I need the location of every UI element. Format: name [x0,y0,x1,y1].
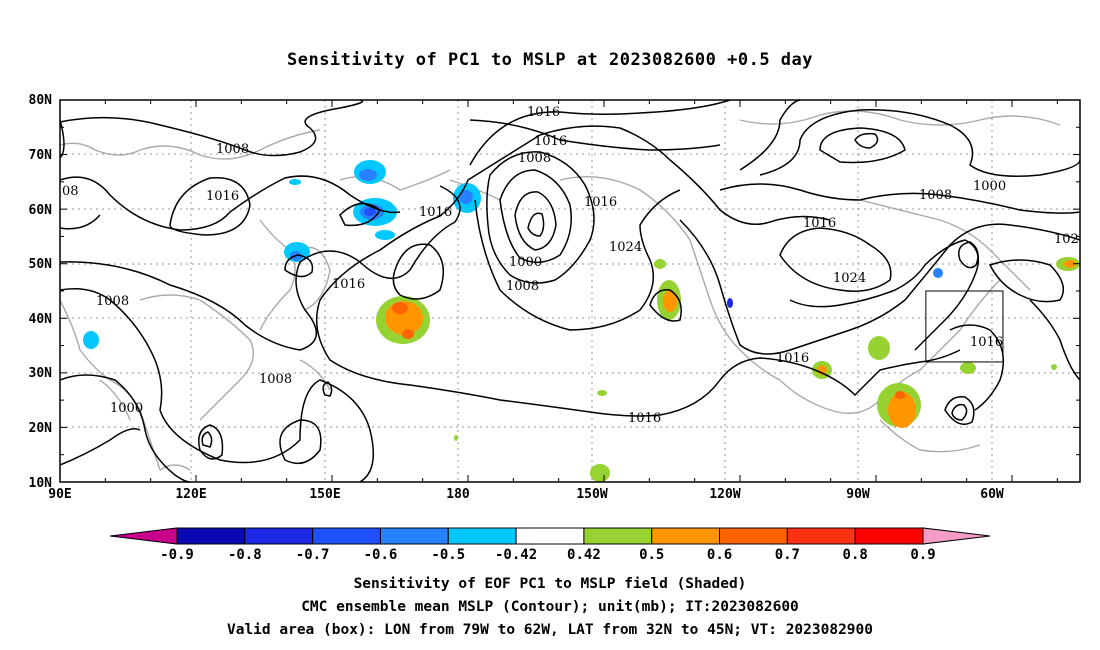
contour-label: 1024 [609,240,642,255]
colorbar-swatch [786,527,856,545]
colorbar-swatch [379,527,449,545]
colorbar-label: -0.8 [228,547,262,563]
colorbar-swatch [244,527,314,545]
colorbar-label: 0.8 [843,547,868,563]
colorbar-swatch [312,527,381,545]
colorbar-label: 0.7 [775,547,800,563]
colorbar-swatch [854,527,924,545]
contour-label: 1000 [509,255,542,270]
contour-label: 1016 [332,277,365,292]
contour-label: 1016 [628,411,661,426]
lon-label: 90W [846,487,870,502]
lon-label: 180 [446,487,470,502]
contour-label: 1016 [803,216,836,231]
lon-label: 90E [48,487,71,502]
gridlines [60,100,1080,482]
colorbar-min-triangle [109,527,178,545]
lon-label: 150W [576,487,607,502]
contour-label: 1008 [96,294,129,309]
lat-label: 70N [29,148,53,163]
contour-label: 1016 [584,195,617,210]
plot-title: Sensitivity of PC1 to MSLP at 2023082600… [286,50,813,70]
contour-label: 1016 [206,189,239,204]
colorbar-label: -0.9 [160,547,194,563]
colorbar-swatch [515,527,585,545]
lat-label: 80N [29,93,53,108]
contour-label: 1008 [259,372,292,387]
colorbar: -0.9 -0.8 -0.7 -0.6 -0.5 -0.42 0.42 0.5 0.6 0.7 0.… [109,527,991,563]
lon-label: 120E [175,487,206,502]
axis-ticks [59,99,1080,483]
colorbar-swatch [719,527,788,545]
contour-label: 1024 [833,271,866,286]
contour-label: 1008 [518,151,551,166]
contour-label: 1008 [216,142,249,157]
lat-label: 50N [29,257,53,272]
contour-label: 1016 [419,205,452,220]
contour-label: 1008 [919,188,952,203]
contour-label: 102 [1054,232,1079,247]
contour-label: 1008 [506,279,539,294]
valid-area-box [925,290,1004,363]
contour-labels: 1016 1016 1008 1008 1016 1016 1016 1000 … [62,105,1079,426]
caption-valid-area: Valid area (box): LON from 79W to 62W, L… [226,622,873,638]
colorbar-swatch [447,527,517,545]
colorbar-label: 0.6 [707,547,732,563]
mslp-contours [59,99,1081,483]
lat-label: 10N [29,476,53,491]
latitude-labels: 80N 70N 60N 50N 40N 30N 20N 10N [29,93,53,491]
contour-label: 08 [62,184,79,199]
contour-label: 1000 [110,401,143,416]
contour-label: 1016 [776,351,809,366]
colorbar-label: 0.5 [639,547,664,563]
colorbar-label: -0.42 [495,547,537,563]
coastlines [59,110,1061,471]
colorbar-swatch [651,527,721,545]
contour-label: 1016 [527,105,560,120]
caption-shaded: Sensitivity of EOF PC1 to MSLP field (Sh… [353,576,747,592]
longitude-labels: 90E 120E 150E 180 150W 120W 90W 60W [48,487,1004,502]
lon-label: 60W [980,487,1004,502]
sensitivity-shading [83,160,1080,482]
lon-label: 120W [709,487,740,502]
lon-label: 150E [309,487,340,502]
colorbar-label: -0.5 [431,547,465,563]
lat-label: 30N [29,366,53,381]
contour-label: 1016 [970,335,1003,350]
colorbar-label: -0.6 [364,547,398,563]
map-panel: 1016 1016 1008 1008 1016 1016 1016 1000 … [59,99,1081,483]
lat-label: 20N [29,421,53,436]
contour-label: 1000 [973,179,1006,194]
colorbar-max-triangle [922,527,991,545]
contour-label: 1016 [534,134,567,149]
caption-contour: CMC ensemble mean MSLP (Contour); unit(m… [301,599,799,615]
colorbar-label: 0.9 [910,547,935,563]
colorbar-label: -0.7 [296,547,330,563]
lat-label: 40N [29,312,53,327]
colorbar-swatch [176,527,246,545]
colorbar-label: 0.42 [567,547,601,563]
lat-label: 60N [29,203,53,218]
colorbar-swatch [583,527,653,545]
